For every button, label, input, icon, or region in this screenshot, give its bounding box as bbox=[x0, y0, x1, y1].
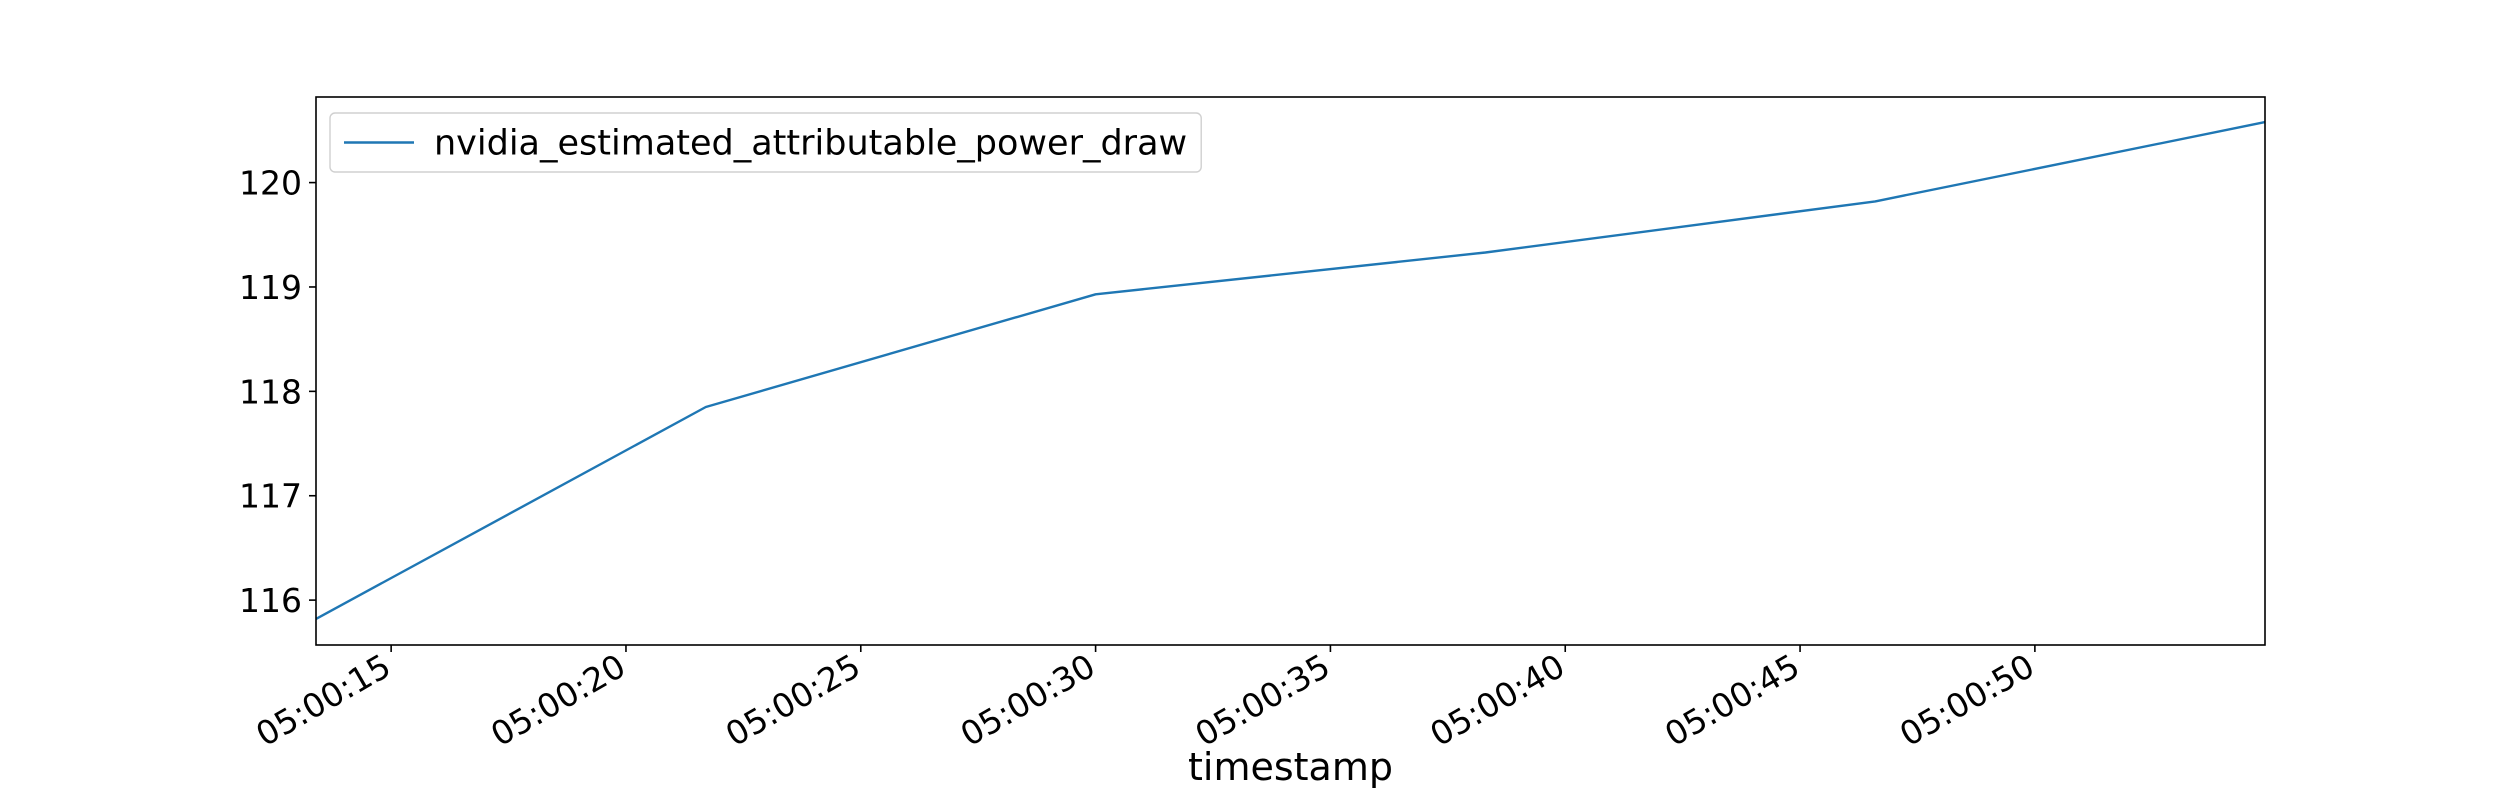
y-tick-label: 116 bbox=[239, 581, 302, 620]
x-tick-label: 05:00:50 bbox=[1893, 646, 2041, 754]
x-tick-label: 05:00:40 bbox=[1423, 646, 1571, 754]
axes-frame bbox=[315, 96, 2266, 646]
y-tick-label: 117 bbox=[239, 477, 302, 516]
x-tick-label: 05:00:45 bbox=[1658, 646, 1806, 754]
plot-area bbox=[315, 120, 2266, 620]
x-tick-label: 05:00:20 bbox=[484, 646, 632, 754]
x-tick-label: 05:00:25 bbox=[719, 646, 867, 754]
x-tick-label: 05:00:35 bbox=[1189, 646, 1337, 754]
y-tick-label: 119 bbox=[239, 268, 302, 307]
legend-label: nvidia_estimated_attributable_power_draw bbox=[434, 124, 1187, 164]
legend: nvidia_estimated_attributable_power_draw bbox=[329, 112, 1202, 173]
y-tick-label: 118 bbox=[239, 372, 302, 411]
x-axis: 05:00:15 05:00:20 05:00:25 05:00:30 05:00:35… bbox=[249, 645, 2041, 754]
x-tick-label: 05:00:15 bbox=[249, 646, 397, 754]
y-axis: 116 117 118 119 120 bbox=[239, 164, 316, 620]
legend-box bbox=[329, 112, 1202, 173]
x-axis-title: timestamp bbox=[1188, 745, 1393, 789]
series-line-0 bbox=[315, 120, 2266, 620]
x-tick-label: 05:00:30 bbox=[954, 646, 1102, 754]
y-tick-label: 120 bbox=[239, 164, 302, 203]
